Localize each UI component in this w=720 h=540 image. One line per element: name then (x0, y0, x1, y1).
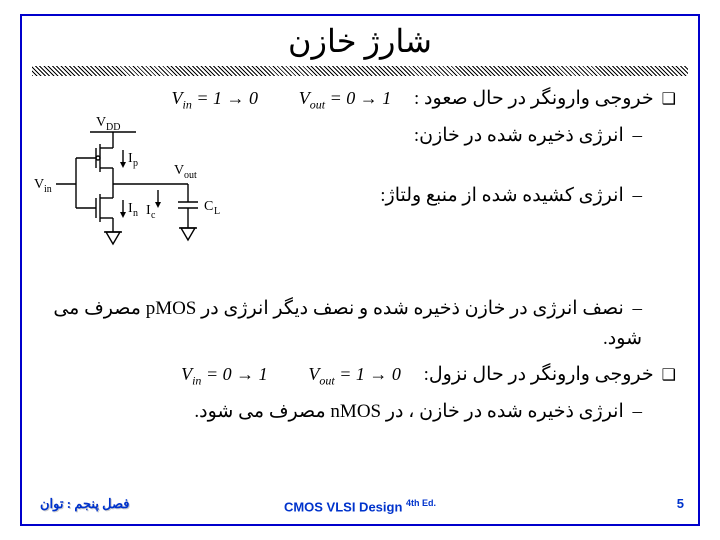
slide-frame: شارژ خازن خروجی وارونگر در حال صعود : Vo… (20, 14, 700, 526)
l4-pre: نصف انرژی در خازن ذخیره شده و نصف دیگر ا… (196, 298, 623, 319)
l6-latin: nMOS (330, 401, 381, 422)
svg-text:V: V (34, 177, 44, 192)
footer-chapter: فصل پنجم : توان (40, 496, 130, 512)
svg-text:V: V (96, 115, 106, 130)
math-vin-rise: Vin = 0 → 1 (181, 360, 268, 391)
svg-text:n: n (133, 208, 138, 219)
line-rising-text: خروجی وارونگر در حال صعود : (414, 88, 654, 109)
l6-pre: انرژی ذخیره شده در خازن ، در (381, 401, 624, 422)
line-falling: خروجی وارونگر در حال نزول: Vout = 1 → 0 … (44, 360, 676, 391)
l4-latin: pMOS (146, 298, 197, 319)
svg-text:c: c (151, 210, 156, 221)
svg-text:V: V (174, 163, 184, 178)
cmos-inverter-circuit: V DD I p (28, 110, 248, 260)
line-half-energy: نصف انرژی در خازن ذخیره شده و نصف دیگر ا… (44, 294, 642, 355)
l6-post: مصرف می شود. (194, 401, 330, 422)
line-falling-text: خروجی وارونگر در حال نزول: (424, 364, 654, 385)
math-vout-fall: Vout = 1 → 0 (308, 360, 401, 391)
footer-page: 5 (677, 496, 684, 511)
math-vout-rise: Vout = 0 → 1 (299, 84, 392, 115)
title-underline (32, 66, 688, 76)
footer-edition: 4th Ed. (406, 498, 436, 508)
svg-text:DD: DD (106, 122, 120, 133)
svg-text:in: in (44, 184, 52, 195)
svg-text:p: p (133, 158, 138, 169)
line-nmos-energy: انرژی ذخیره شده در خازن ، در nMOS مصرف م… (44, 397, 642, 427)
footer-book: CMOS VLSI Design (284, 499, 402, 514)
svg-text:L: L (214, 206, 220, 217)
svg-text:C: C (204, 199, 213, 214)
svg-text:out: out (184, 170, 197, 181)
footer: فصل پنجم : توان CMOS VLSI Design 4th Ed.… (22, 494, 698, 518)
slide-title: شارژ خازن (22, 22, 698, 60)
content-area: خروجی وارونگر در حال صعود : Vout = 0 → 1… (22, 84, 698, 428)
